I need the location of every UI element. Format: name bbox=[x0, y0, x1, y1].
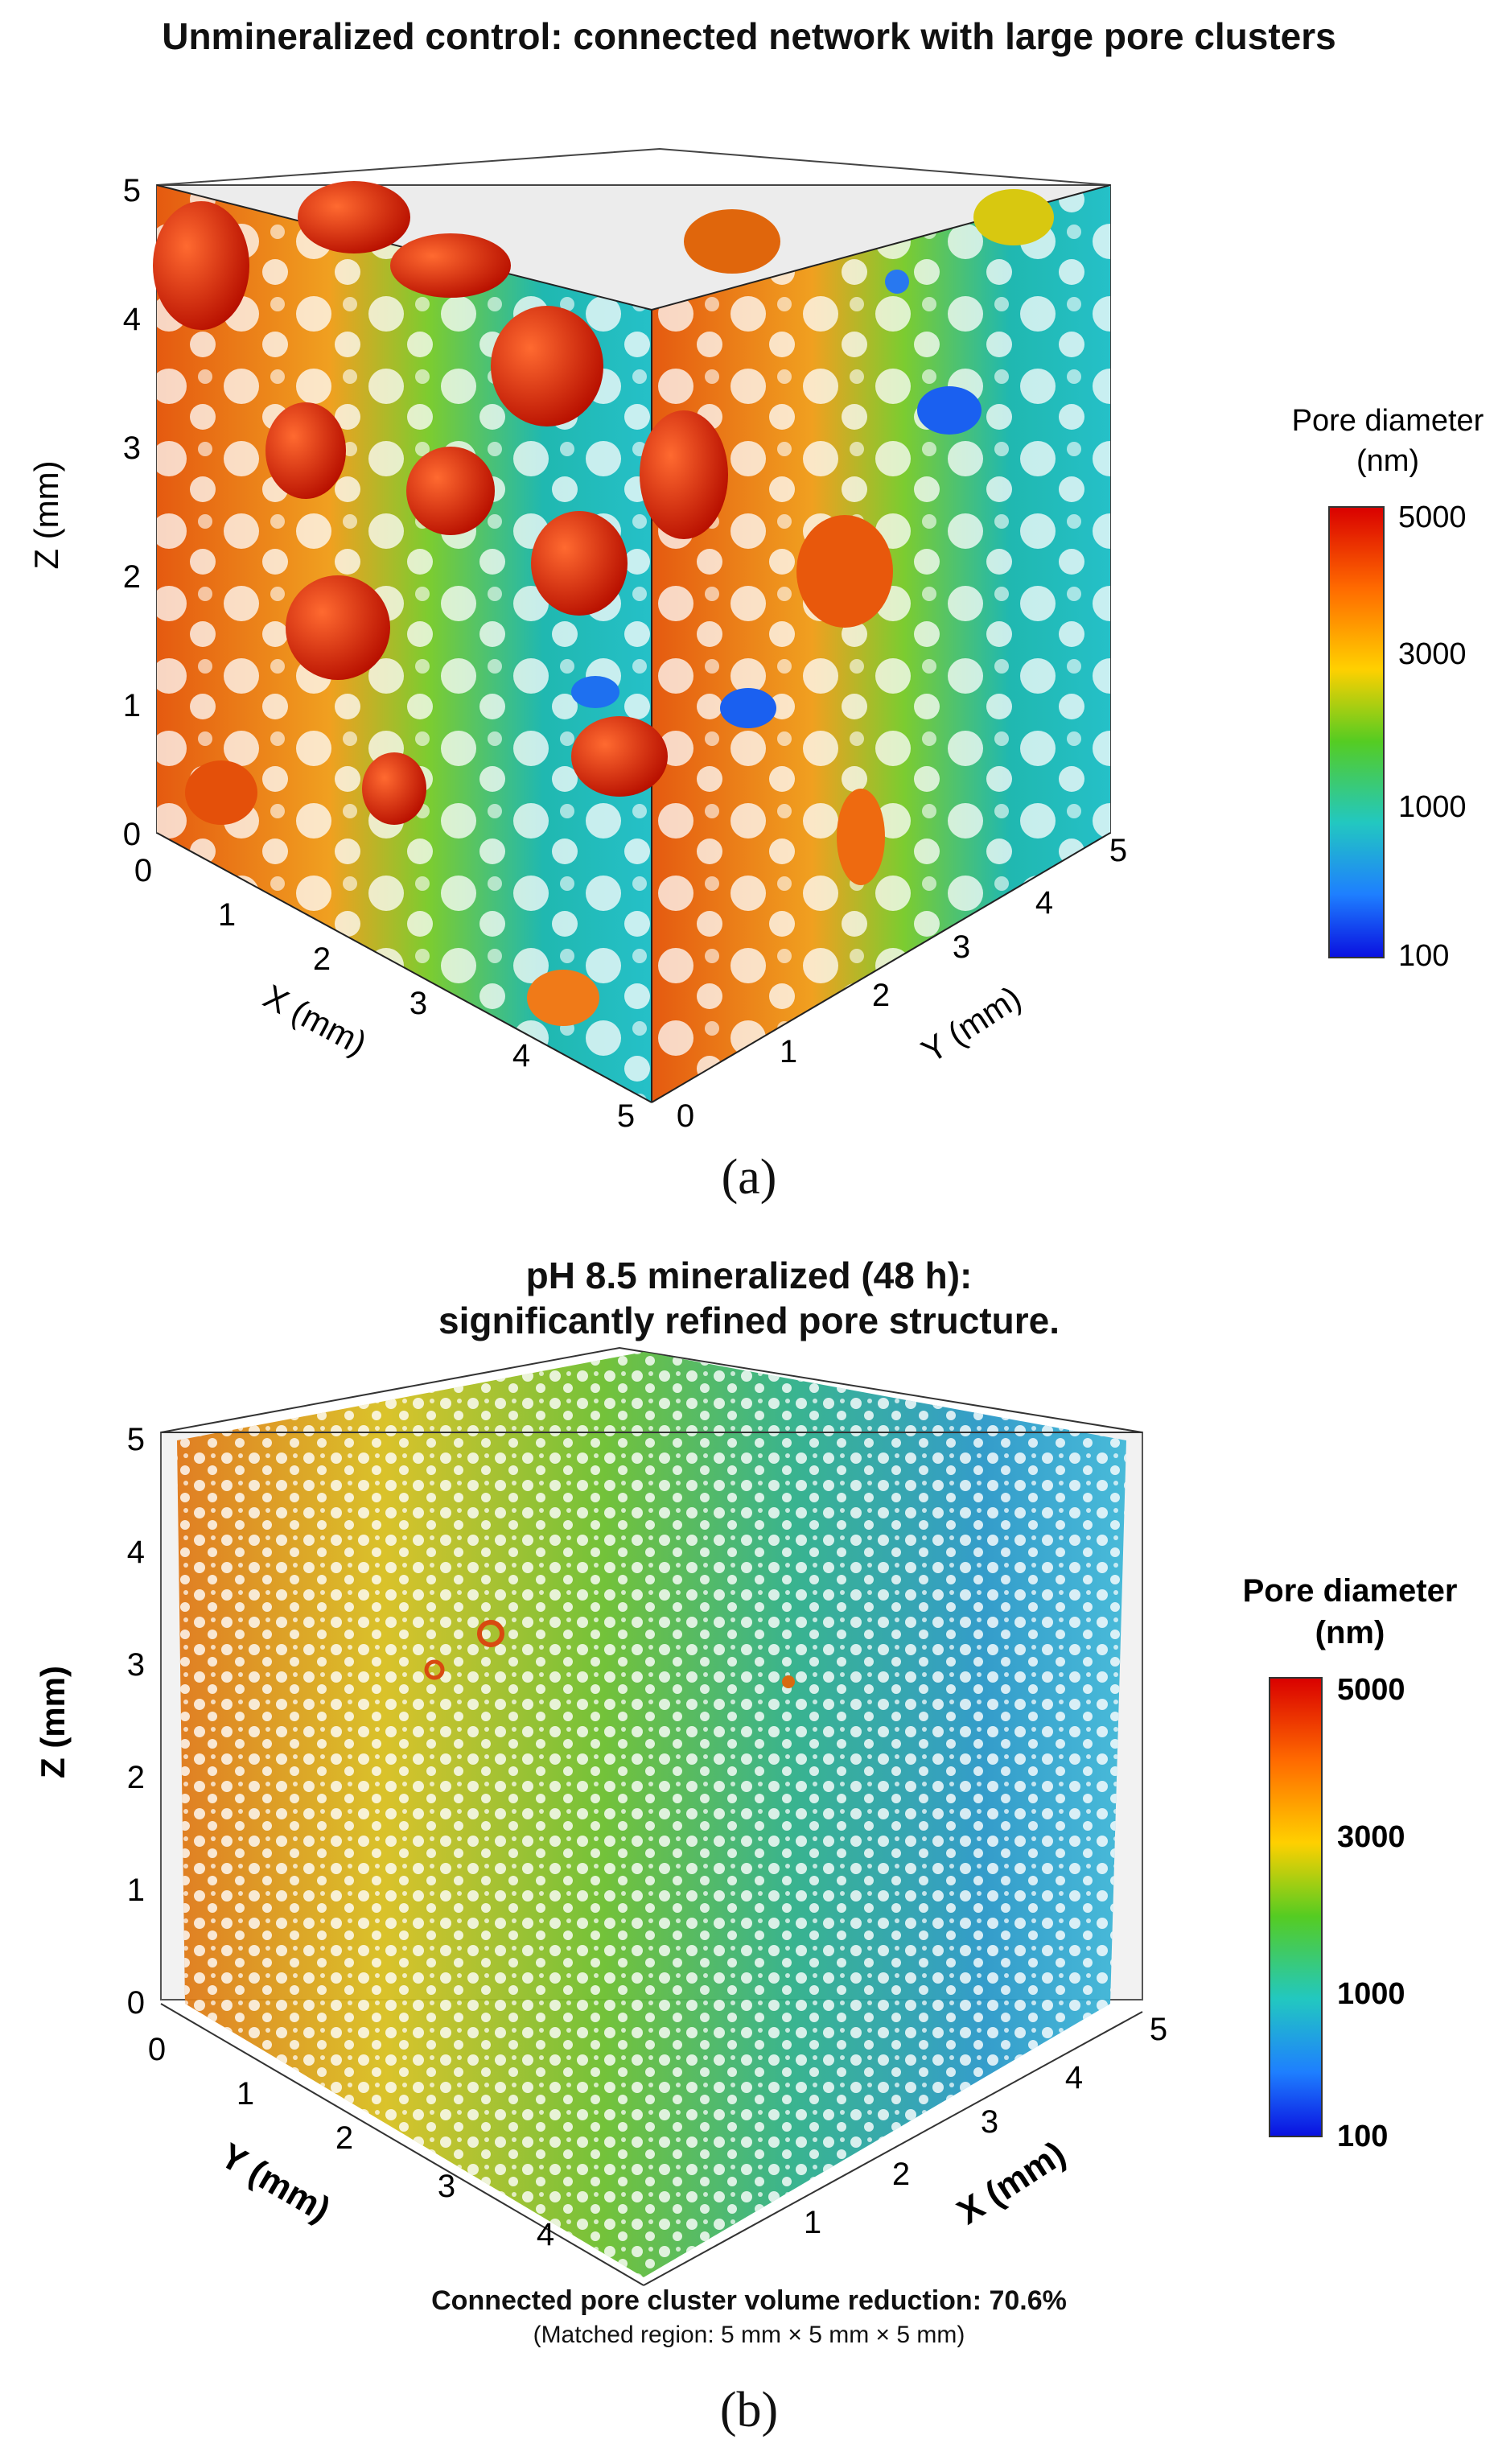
panel-a-title: Unmineralized control: connected network… bbox=[162, 15, 1336, 57]
panel-b-cube bbox=[160, 1346, 1143, 2286]
panel-b-colorbar-tick: 3000 bbox=[1337, 1820, 1405, 1854]
panel-a-y-tick: 4 bbox=[1035, 885, 1053, 921]
panel-a-x-tick: 5 bbox=[617, 1098, 635, 1134]
panel-a-colorbar-tick: 100 bbox=[1398, 939, 1449, 973]
panel-b-title-line1: pH 8.5 mineralized (48 h): bbox=[525, 1255, 973, 1296]
panel-a-colorbar-title: Pore diameter bbox=[1292, 404, 1484, 438]
panel-b-x-tick: 4 bbox=[1065, 2060, 1083, 2095]
panel-a-z-tick: 5 bbox=[123, 173, 141, 208]
panel-a-z-axis: 0 1 2 3 4 5 Z (mm) bbox=[27, 173, 141, 852]
panel-a-z-tick: 4 bbox=[123, 302, 141, 337]
panel-a-z-tick: 1 bbox=[123, 688, 141, 723]
panel-a-colorbar-tick: 3000 bbox=[1398, 637, 1467, 671]
panel-b-z-tick: 4 bbox=[127, 1535, 145, 1570]
panel-b-z-label: Z (mm) bbox=[34, 1666, 72, 1778]
panel-a-x-tick: 0 bbox=[134, 853, 152, 888]
panel-b-z-tick: 3 bbox=[127, 1647, 145, 1683]
panel-b-y-tick: 1 bbox=[237, 2076, 254, 2112]
panel-a-x-label: X (mm) bbox=[257, 977, 373, 1062]
panel-a-x-tick: 1 bbox=[218, 897, 236, 933]
panel-a: Unmineralized control: connected network… bbox=[0, 0, 1498, 1231]
panel-a-x-tick: 3 bbox=[409, 986, 427, 1021]
panel-a-colorbar-tick: 5000 bbox=[1398, 501, 1467, 534]
panel-b-caption: (b) bbox=[719, 2383, 779, 2437]
panel-b-x-tick: 3 bbox=[981, 2104, 998, 2140]
panel-a-z-tick: 2 bbox=[123, 559, 141, 595]
panel-b-x-label: X (mm) bbox=[950, 2134, 1072, 2232]
panel-b-colorbar-tick: 5000 bbox=[1337, 1673, 1405, 1707]
panel-a-y-tick: 0 bbox=[677, 1098, 694, 1134]
panel-b-z-tick: 5 bbox=[127, 1422, 145, 1457]
panel-a-caption: (a) bbox=[721, 1150, 777, 1205]
panel-b-colorbar-tick: 1000 bbox=[1337, 1977, 1405, 2011]
panel-a-volume-render: 0 1 2 3 4 5 Z (mm) 0 1 2 3 4 5 X (mm) 0 … bbox=[27, 147, 1484, 1134]
panel-a-colorbar-unit: (nm) bbox=[1356, 444, 1419, 478]
panel-b-z-tick: 1 bbox=[127, 1873, 145, 1908]
panel-a-cube bbox=[156, 147, 1111, 1103]
panel-a-y-tick: 2 bbox=[872, 978, 890, 1013]
panel-b-colorbar-unit: (nm) bbox=[1315, 1615, 1385, 1650]
panel-a-z-label: Z (mm) bbox=[27, 460, 65, 569]
panel-b-region-note: (Matched region: 5 mm × 5 mm × 5 mm) bbox=[533, 2322, 965, 2348]
panel-a-z-tick: 3 bbox=[123, 431, 141, 466]
panel-b-x-tick: 5 bbox=[1150, 2012, 1167, 2047]
panel-a-y-tick: 5 bbox=[1109, 833, 1127, 868]
panel-a-y-tick: 1 bbox=[780, 1034, 797, 1069]
panel-b-volume-render: 0 1 2 3 4 5 Z (mm) 0 1 2 3 4 Y (mm) 1 2 … bbox=[34, 1346, 1458, 2286]
panel-a-y-tick: 3 bbox=[953, 929, 970, 965]
panel-b-colorbar-tick: 100 bbox=[1337, 2120, 1388, 2153]
panel-a-x-tick: 2 bbox=[313, 942, 331, 977]
panel-a-colorbar-tick: 1000 bbox=[1398, 790, 1467, 824]
panel-a-x-tick: 4 bbox=[512, 1038, 530, 1073]
panel-b-y-label: Y (mm) bbox=[214, 2136, 337, 2230]
panel-b-y-tick: 2 bbox=[335, 2120, 353, 2156]
panel-a-z-tick: 0 bbox=[123, 817, 141, 852]
panel-b-z-tick: 2 bbox=[127, 1760, 145, 1795]
panel-b-x-tick: 2 bbox=[892, 2157, 910, 2192]
panel-a-large-pores bbox=[153, 181, 1054, 1026]
panel-b-z-tick: 0 bbox=[127, 1985, 145, 2021]
panel-b-y-tick: 4 bbox=[537, 2217, 554, 2252]
panel-b-z-axis: 0 1 2 3 4 5 Z (mm) bbox=[34, 1422, 145, 2021]
panel-b-volume-note: Connected pore cluster volume reduction:… bbox=[431, 2285, 1067, 2316]
panel-a-y-label: Y (mm) bbox=[915, 979, 1027, 1070]
panel-b-colorbar: Pore diameter (nm) 5000 3000 1000 100 bbox=[1243, 1573, 1458, 2153]
panel-b-x-tick: 1 bbox=[804, 2205, 821, 2240]
panel-b: pH 8.5 mineralized (48 h): significantly… bbox=[0, 1231, 1498, 2464]
panel-a-colorbar: Pore diameter (nm) 5000 3000 1000 100 bbox=[1292, 404, 1484, 973]
panel-b-y-tick: 3 bbox=[438, 2169, 455, 2204]
panel-b-y-tick: 0 bbox=[148, 2032, 166, 2067]
panel-b-title-line2: significantly refined pore structure. bbox=[438, 1300, 1060, 1341]
panel-b-colorbar-title: Pore diameter bbox=[1243, 1573, 1458, 1609]
